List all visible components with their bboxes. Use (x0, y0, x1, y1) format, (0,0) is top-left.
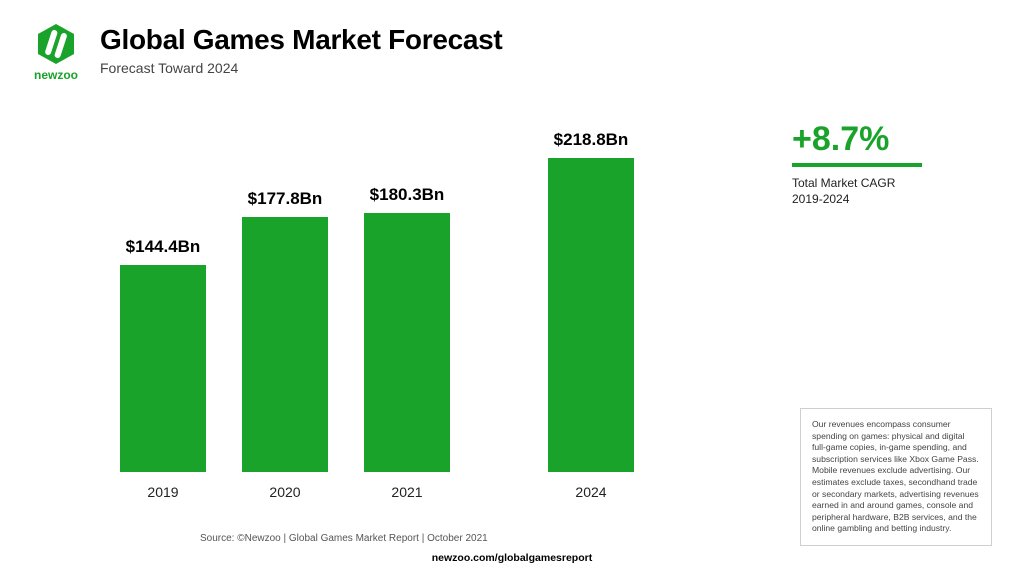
bar-value-label: $218.8Bn (548, 130, 634, 150)
bar-category-label: 2019 (120, 484, 206, 500)
bar-slot: $180.3Bn 2021 (364, 185, 450, 500)
bar-value-label: $144.4Bn (120, 237, 206, 257)
page-title: Global Games Market Forecast (100, 24, 502, 56)
site-url: newzoo.com/globalgamesreport (0, 552, 1024, 564)
cagr-label: Total Market CAGR 2019-2024 (792, 175, 962, 207)
bar-category-label: 2021 (364, 484, 450, 500)
bar-chart: $144.4Bn 2019 $177.8Bn 2020 $180.3Bn 2021 $218… (100, 110, 660, 500)
page-subtitle: Forecast Toward 2024 (100, 60, 502, 76)
bar-rect (364, 213, 450, 472)
cagr-percent: +8.7% (792, 120, 962, 159)
bar-rect (242, 217, 328, 472)
bar-slot: $218.8Bn 2024 (548, 130, 634, 500)
bar-category-label: 2024 (548, 484, 634, 500)
newzoo-logo-icon: newzoo (30, 22, 82, 84)
bar-value-label: $180.3Bn (364, 185, 450, 205)
title-block: Global Games Market Forecast Forecast To… (100, 22, 502, 76)
disclaimer-box: Our revenues encompass consumer spending… (800, 408, 992, 546)
bar-category-label: 2020 (242, 484, 328, 500)
bar-slot: $177.8Bn 2020 (242, 189, 328, 500)
bar-rect (548, 158, 634, 472)
bar-rect (120, 265, 206, 472)
bar-slot: $144.4Bn 2019 (120, 237, 206, 500)
source-line: Source: ©Newzoo | Global Games Market Re… (200, 533, 488, 544)
cagr-callout: +8.7% Total Market CAGR 2019-2024 (792, 120, 962, 207)
bar-value-label: $177.8Bn (242, 189, 328, 209)
header: newzoo Global Games Market Forecast Fore… (30, 22, 502, 84)
cagr-underline (792, 163, 922, 167)
logo-text: newzoo (34, 68, 78, 82)
